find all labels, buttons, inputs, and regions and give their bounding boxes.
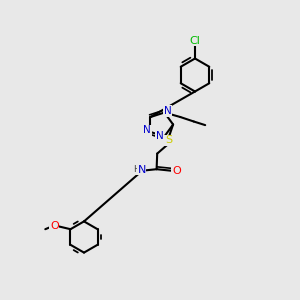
Text: O: O — [172, 166, 181, 176]
Text: O: O — [50, 220, 59, 231]
Text: N: N — [156, 131, 164, 142]
Text: N: N — [164, 106, 171, 116]
Text: N: N — [137, 165, 146, 175]
Text: H: H — [134, 165, 140, 174]
Text: Cl: Cl — [190, 35, 200, 46]
Text: S: S — [165, 135, 172, 145]
Text: N: N — [143, 125, 151, 135]
